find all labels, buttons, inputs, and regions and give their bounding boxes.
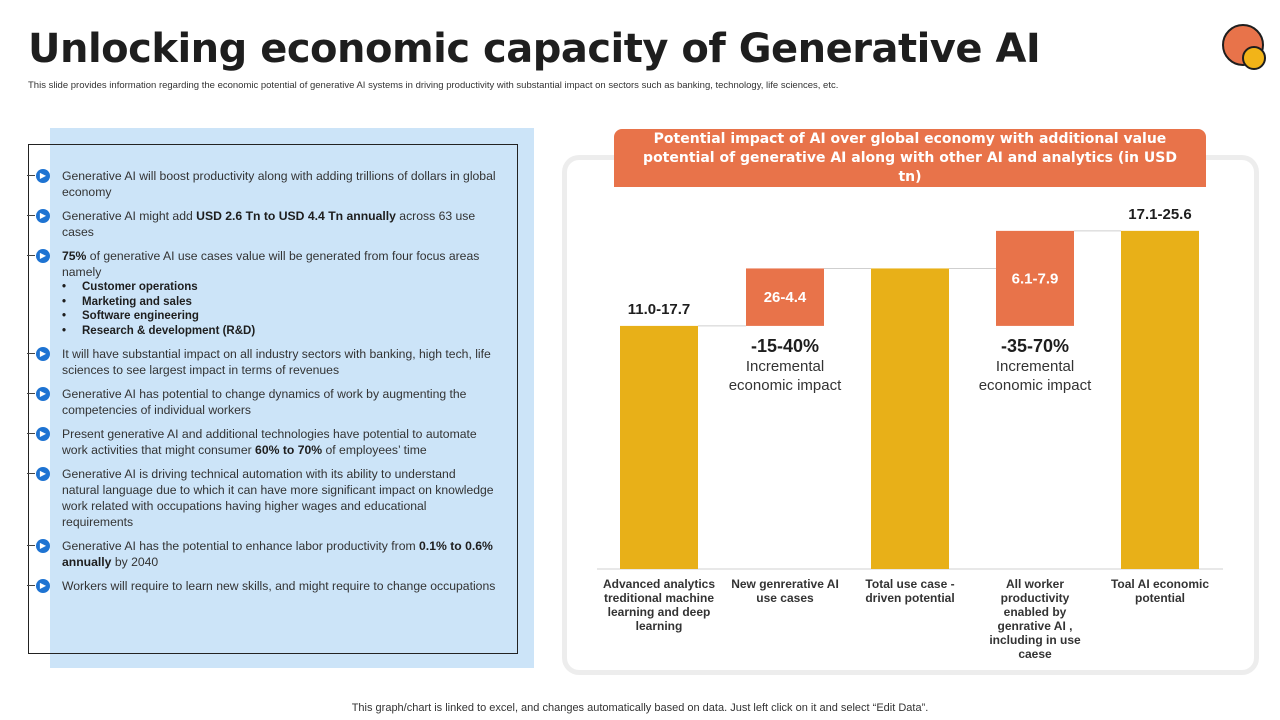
bullet-item: ▶ Generative AI might add USD 2.6 Tn to U… xyxy=(27,208,496,240)
chevron-right-icon: ▶ xyxy=(27,467,50,481)
category-label: Toal AI economic potential xyxy=(1111,577,1209,605)
annotation-text: Incremental xyxy=(746,358,824,375)
bar-increment xyxy=(996,230,1074,326)
category-label: Total use case -driven potential xyxy=(865,577,954,605)
bullet-item: ▶ Workers will require to learn new skill… xyxy=(27,578,496,594)
focus-area-item: Research & development (R&D) xyxy=(62,324,496,339)
category-label: Advanced analytics treditional machine lea… xyxy=(603,577,715,633)
bullet-item: ▶ Generative AI will boost productivity a… xyxy=(27,168,496,200)
data-label: 17.1-25.6 xyxy=(1128,206,1191,223)
data-label: 11.0-17.7 xyxy=(628,301,691,318)
annotation-text: Incremental xyxy=(996,358,1074,375)
chevron-right-icon: ▶ xyxy=(27,427,50,441)
chevron-right-icon: ▶ xyxy=(27,347,50,361)
footer-note: This graph/chart is linked to excel, and… xyxy=(351,702,929,714)
bullet-item: ▶ Generative AI has the potential to enha… xyxy=(27,538,496,570)
data-label: 26-4.4 xyxy=(764,289,807,306)
chevron-right-icon: ▶ xyxy=(27,249,50,263)
focus-areas-list: Customer operations Marketing and sales … xyxy=(62,280,496,338)
bullet-item: ▶ Present generative AI and additional te… xyxy=(27,426,496,458)
bullet-item: ▶ It will have substantial impact on all … xyxy=(27,346,496,378)
annotation-value: -35-70% xyxy=(1001,336,1069,356)
chevron-right-icon: ▶ xyxy=(27,579,50,593)
annotation-text: economic impact xyxy=(979,377,1092,394)
bar-increment xyxy=(746,268,824,326)
bar-total xyxy=(871,268,949,569)
chevron-right-icon: ▶ xyxy=(27,539,50,553)
focus-area-item: Customer operations xyxy=(62,280,496,295)
data-label: 6.1-7.9 xyxy=(1012,270,1059,287)
chevron-right-icon: ▶ xyxy=(27,209,50,223)
bar-total xyxy=(1121,230,1199,569)
logo-circles-icon xyxy=(1218,22,1270,72)
category-label: New genrerative AI use cases xyxy=(731,577,839,605)
chart-title: Potential impact of AI over global econo… xyxy=(614,129,1206,187)
focus-area-item: Marketing and sales xyxy=(62,295,496,310)
annotation-value: -15-40% xyxy=(751,336,819,356)
slide-subtitle: This slide provides information regardin… xyxy=(28,80,839,91)
category-label: All worker productivity enabled by genrativ… xyxy=(989,577,1081,661)
bullet-item: ▶ Generative AI has potential to change d… xyxy=(27,386,496,418)
bullet-panel-background xyxy=(50,128,534,668)
bar-total xyxy=(620,325,698,569)
bullet-item: ▶ 75% of generative AI use cases value wi… xyxy=(27,248,496,338)
chevron-right-icon: ▶ xyxy=(27,169,50,183)
annotation-text: economic impact xyxy=(729,377,842,394)
bullet-item: ▶ Generative AI is driving technical auto… xyxy=(27,466,496,530)
bullet-list: ▶ Generative AI will boost productivity a… xyxy=(27,168,496,602)
bullet-panel-border xyxy=(28,144,518,654)
focus-area-item: Software engineering xyxy=(62,309,496,324)
chevron-right-icon: ▶ xyxy=(27,387,50,401)
slide-title: Unlocking economic capacity of Generativ… xyxy=(28,26,1041,72)
